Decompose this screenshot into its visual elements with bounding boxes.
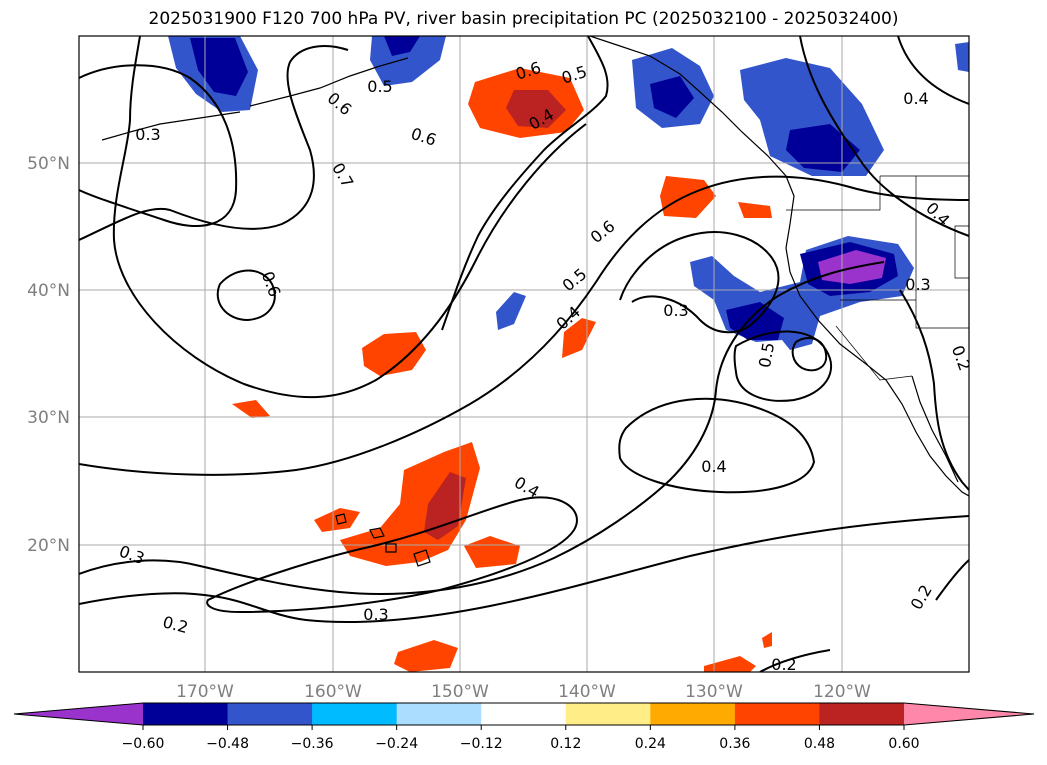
contour-label: 0.3 bbox=[135, 125, 160, 144]
lon-label: 130°W bbox=[685, 682, 743, 702]
precip-positive-area bbox=[464, 536, 520, 568]
longitude-labels: 170°W 160°W 150°W 140°W 130°W 120°W bbox=[176, 682, 871, 702]
lat-label: 30°N bbox=[27, 408, 70, 428]
precip-negative-core bbox=[384, 36, 420, 56]
contour-label: 0.3 bbox=[363, 605, 388, 624]
gridlines bbox=[79, 36, 969, 672]
colorbar-bins bbox=[143, 703, 905, 725]
colorbar-tick-label: −0.60 bbox=[122, 736, 165, 752]
coastlines bbox=[101, 36, 969, 497]
contour-label: 0.3 bbox=[663, 301, 688, 320]
colorbar-bin bbox=[312, 703, 398, 725]
map-plot-area: 0.6 0.5 0.5 0.6 0.4 0.6 0.3 0.7 0.6 0.6 … bbox=[79, 36, 969, 674]
map-frame bbox=[78, 35, 970, 673]
colorbar-tick-label: 0.24 bbox=[635, 736, 666, 752]
lon-label: 170°W bbox=[176, 682, 234, 702]
colorbar-tick-label: −0.48 bbox=[206, 736, 249, 752]
contour-label: 0.5 bbox=[367, 77, 392, 96]
hawaii-islands bbox=[335, 513, 431, 567]
colorbar-bin bbox=[396, 703, 482, 725]
contour-label: 0.5 bbox=[755, 341, 778, 369]
lon-label: 160°W bbox=[304, 682, 362, 702]
colorbar-under-extension bbox=[14, 703, 143, 725]
precip-positive-core bbox=[506, 90, 566, 128]
lon-label: 140°W bbox=[558, 682, 616, 702]
colorbar-ticks: −0.60 −0.48 −0.36 −0.24 −0.12 0.12 0.24 0.36 0.4… bbox=[122, 725, 920, 752]
lon-label: 150°W bbox=[431, 682, 489, 702]
precip-shading bbox=[168, 36, 969, 672]
colorbar-bin bbox=[734, 703, 820, 725]
state-borders bbox=[786, 175, 969, 381]
pv-contours bbox=[79, 36, 969, 672]
contour-label: 0.3 bbox=[905, 275, 930, 294]
precip-positive-area bbox=[660, 176, 716, 218]
colorbar-tick-label: −0.12 bbox=[460, 736, 503, 752]
lat-label: 50°N bbox=[27, 154, 70, 174]
colorbar-tick-label: −0.24 bbox=[375, 736, 418, 752]
colorbar-over-extension bbox=[904, 703, 1034, 725]
contour-label: 0.4 bbox=[701, 457, 726, 476]
contour-label: 0.4 bbox=[903, 89, 928, 108]
precip-positive-area bbox=[394, 640, 458, 672]
colorbar-tick-label: 0.60 bbox=[888, 736, 919, 752]
precip-positive-area bbox=[738, 202, 772, 218]
lon-label: 120°W bbox=[813, 682, 871, 702]
latitude-labels: 50°N 40°N 30°N 20°N bbox=[27, 154, 70, 556]
precip-positive-area bbox=[362, 332, 426, 376]
map-title: 2025031900 F120 700 hPa PV, river basin … bbox=[148, 9, 899, 29]
colorbar-tick-label: −0.36 bbox=[291, 736, 334, 752]
precip-negative-area bbox=[955, 42, 969, 72]
precip-negative-area bbox=[496, 292, 526, 330]
precip-positive-area bbox=[762, 632, 772, 648]
lat-label: 40°N bbox=[27, 281, 70, 301]
colorbar-bin bbox=[650, 703, 736, 725]
colorbar-tick-label: 0.36 bbox=[719, 736, 750, 752]
precip-positive-area bbox=[232, 400, 270, 418]
precip-positive-area bbox=[704, 656, 756, 672]
colorbar-bin bbox=[227, 703, 313, 725]
contour-label: 0.2 bbox=[771, 655, 796, 674]
colorbar-bin bbox=[565, 703, 651, 725]
colorbar-tick-label: 0.48 bbox=[804, 736, 835, 752]
colorbar: −0.60 −0.48 −0.36 −0.24 −0.12 0.12 0.24 0.36 0.4… bbox=[13, 702, 1035, 752]
precip-positive-core bbox=[424, 472, 466, 540]
colorbar-tick-label: 0.12 bbox=[550, 736, 581, 752]
colorbar-bin bbox=[819, 703, 905, 725]
colorbar-bin bbox=[481, 703, 567, 725]
colorbar-bin bbox=[143, 703, 229, 725]
lat-label: 20°N bbox=[27, 536, 70, 556]
precip-negative-core bbox=[650, 76, 694, 118]
